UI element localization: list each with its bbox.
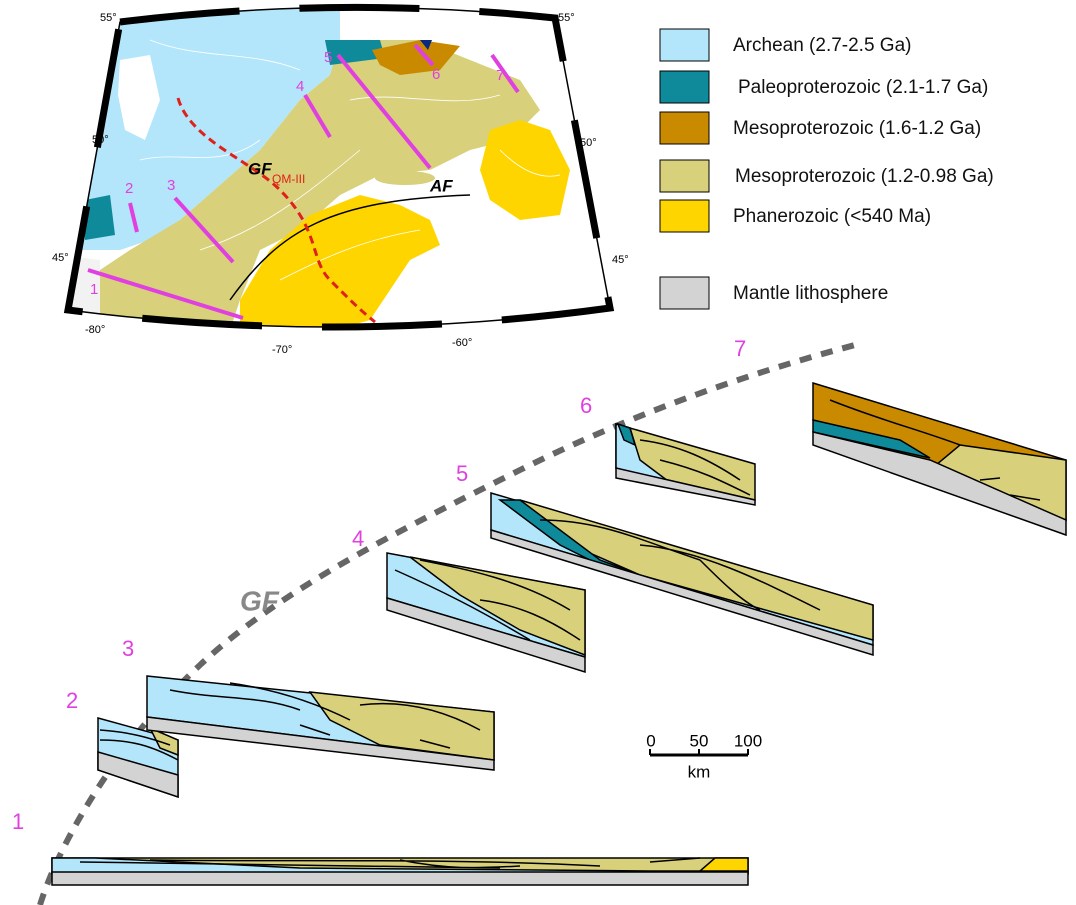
swatch (659, 276, 710, 310)
profile-number: 3 (167, 177, 175, 194)
swatch (659, 199, 710, 233)
section-number: 5 (456, 461, 468, 486)
lat-label: 50° (580, 137, 597, 149)
profile-number: 5 (324, 49, 332, 66)
swatch (659, 70, 710, 104)
lat-label: 45° (612, 254, 629, 266)
profile-number: 7 (496, 67, 504, 84)
sections (51, 381, 1067, 886)
scale-bar: 0 50 100 km (646, 731, 762, 781)
profile-number: 6 (432, 66, 440, 83)
fault-label: AF (429, 176, 453, 195)
legend-label: Mesoproterozoic (1.6-1.2 Ga) (733, 118, 981, 139)
fault-label: GF (248, 159, 272, 178)
legend-label: Phanerozoic (<540 Ma) (733, 206, 931, 227)
line-label: QM-III (272, 172, 305, 186)
section-number: 7 (734, 336, 746, 361)
scale-label: 100 (734, 731, 762, 750)
legend-label: Archean (2.7-2.5 Ga) (733, 35, 911, 56)
scale-label: 50 (690, 731, 709, 750)
legend-label: Paleoproterozoic (2.1-1.7 Ga) (738, 77, 988, 98)
lat-label: 45° (52, 252, 69, 264)
lon-label: -80° (85, 324, 105, 336)
trace (37, 342, 856, 905)
legend-label: Mesoproterozoic (1.2-0.98 Ga) (735, 166, 994, 187)
map: 55° 50° 45° 55° 50° 45° -80° -70° -60° G… (52, 3, 629, 356)
legend-label: Mantle lithosphere (733, 283, 888, 304)
legend: Archean (2.7-2.5 Ga) Paleoproterozoic (2… (659, 28, 994, 310)
lat-label: 55° (100, 12, 117, 24)
scale-label: 0 (646, 731, 655, 750)
lat-label: 50° (92, 134, 109, 146)
lon-label: -70° (272, 344, 292, 356)
profile-number: 1 (90, 281, 98, 298)
lat-label: 55° (558, 12, 575, 24)
profile-number: 2 (125, 180, 133, 197)
section-number: 1 (12, 809, 24, 834)
trace-label: GF (240, 585, 280, 616)
profile-number: 4 (296, 78, 304, 95)
swatch (659, 159, 710, 193)
swatch (659, 28, 710, 62)
scale-unit: km (688, 762, 711, 781)
section-number: 3 (122, 636, 134, 661)
section-number: 2 (66, 688, 78, 713)
section-number: 6 (580, 393, 592, 418)
section-number: 4 (352, 526, 364, 551)
swatch (659, 111, 710, 145)
lon-label: -60° (452, 337, 472, 349)
